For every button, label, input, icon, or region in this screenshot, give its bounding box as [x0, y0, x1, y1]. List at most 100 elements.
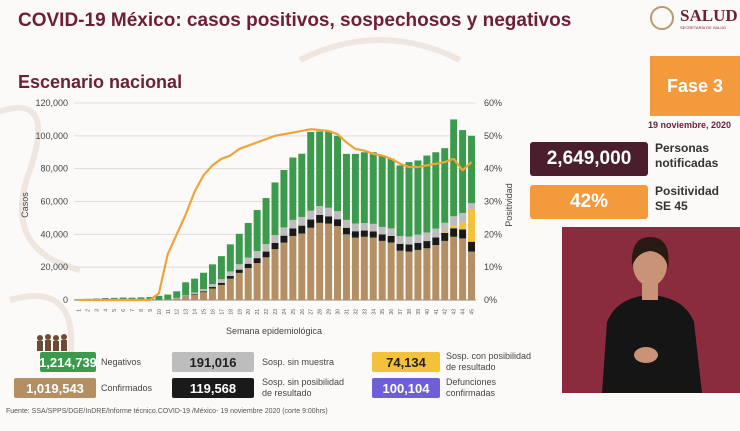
bar-segment — [208, 284, 216, 288]
x-tick-label: 21 — [255, 309, 261, 315]
bar-segment — [307, 227, 315, 300]
bar-segment — [208, 288, 216, 300]
bar-segment — [378, 234, 386, 241]
bar-segment — [468, 208, 476, 242]
x-tick-label: 20 — [246, 309, 252, 315]
sosp-sin-posibilidad-label-line2: de resultado — [262, 388, 312, 398]
bar-segment — [200, 292, 208, 300]
logo-subtext: SECRETARÍA DE SALUD — [680, 25, 727, 30]
notified-label: Personas notificadas — [655, 141, 718, 171]
bar-segment — [369, 237, 377, 300]
x-tick-label: 10 — [157, 309, 163, 315]
bar-segment — [468, 241, 476, 252]
bar-segment — [280, 227, 288, 236]
bar-segment — [342, 227, 350, 235]
bar-segment — [432, 245, 440, 300]
x-tick-label: 30 — [336, 309, 342, 315]
bar-segment — [208, 287, 216, 289]
national-seal-icon — [650, 6, 674, 30]
x-tick-label: 15 — [202, 309, 208, 315]
x-tick-label: 17 — [219, 309, 225, 315]
y2-tick-label: 40% — [484, 164, 502, 174]
sosp-posibilidad-label-line2: de resultado — [446, 362, 496, 372]
bar-segment — [298, 233, 306, 300]
bar-segment — [280, 242, 288, 300]
bar-segment — [360, 152, 368, 224]
bar-segment — [468, 203, 476, 209]
bar-segment — [262, 251, 270, 258]
bar-segment — [262, 198, 270, 245]
bar-segment — [334, 219, 342, 227]
x-tick-label: 45 — [470, 309, 476, 315]
confirmados-value: 1,019,543 — [14, 378, 96, 398]
bar-segment — [441, 232, 449, 241]
bar-segment — [191, 292, 199, 295]
bar-segment — [253, 210, 261, 252]
x-tick-label: 25 — [291, 309, 297, 315]
x-tick-label: 18 — [228, 309, 234, 315]
y-axis-label: Casos — [20, 192, 30, 218]
x-tick-label: 7 — [130, 309, 136, 312]
bar-segment — [182, 295, 190, 297]
defunciones-value: 100,104 — [372, 378, 440, 398]
bar-segment — [298, 225, 306, 234]
bar-segment — [405, 251, 413, 300]
bar-segment — [289, 157, 297, 220]
y-tick-label: 80,000 — [40, 164, 68, 174]
bar-segment — [226, 271, 234, 277]
x-tick-label: 12 — [175, 309, 181, 315]
bar-segment — [334, 226, 342, 300]
bar-segment — [307, 210, 315, 220]
bar-segment — [253, 251, 261, 259]
bar-segment — [253, 263, 261, 300]
x-tick-label: 29 — [327, 309, 333, 315]
salud-logo: SALUD SECRETARÍA DE SALUD — [650, 4, 740, 34]
bar-segment — [450, 225, 458, 229]
x-tick-label: 16 — [210, 309, 216, 315]
people-group-icon — [37, 334, 67, 351]
bar-segment — [351, 223, 359, 232]
bar-segment — [235, 272, 243, 300]
bar-segment — [244, 267, 252, 300]
x-tick-label: 36 — [389, 309, 395, 315]
bar-segment — [423, 241, 431, 249]
x-tick-label: 27 — [309, 309, 315, 315]
bar-segment — [316, 222, 324, 300]
bar-segment — [146, 297, 154, 300]
bar-segment — [191, 294, 199, 295]
bar-segment — [387, 228, 395, 236]
x-tick-label: 11 — [166, 309, 172, 314]
bar-segment — [414, 249, 422, 300]
bar-segment — [208, 264, 216, 285]
positivity-line-path — [78, 128, 473, 302]
x-tick-label: 26 — [300, 309, 306, 315]
y2-axis-label: Positividad — [504, 183, 514, 227]
bar-segment — [396, 236, 404, 244]
y2-axis-ticks: 0% 10% 20% 30% 40% 50% 60% — [484, 98, 502, 305]
bar-segment — [387, 242, 395, 300]
x-tick-label: 43 — [452, 309, 458, 315]
bar-segment — [217, 282, 225, 285]
x-tick-label: 19 — [237, 309, 243, 315]
bar-segment — [235, 269, 243, 273]
bar-segment — [405, 162, 413, 237]
page-title: COVID-19 México: casos positivos, sospec… — [18, 10, 572, 31]
bar-segment — [414, 242, 422, 250]
positivity-label-line2: SE 45 — [655, 199, 688, 213]
sosp-posibilidad-value: 74,134 — [372, 352, 440, 372]
bar-segment — [432, 237, 440, 246]
sosp-sin-posibilidad-label-line1: Sosp. sin posibilidad — [262, 377, 345, 387]
bar-segment — [128, 297, 136, 300]
x-tick-label: 14 — [193, 309, 199, 315]
x-tick-label: 9 — [148, 309, 154, 312]
y-axis-ticks: 0 20,000 40,000 60,000 80,000 100,000 120,000 — [35, 98, 68, 305]
bar-segment — [244, 263, 252, 268]
positivity-value: 42% — [530, 185, 648, 219]
x-tick-label: 4 — [103, 309, 109, 312]
bar-segment — [200, 291, 208, 293]
notified-value: 2,649,000 — [530, 142, 648, 176]
bar-segment — [450, 228, 458, 237]
y-tick-label: 60,000 — [40, 197, 68, 207]
bar-segment — [200, 272, 208, 290]
sosp-sin-muestra-value: 191,016 — [172, 352, 254, 372]
